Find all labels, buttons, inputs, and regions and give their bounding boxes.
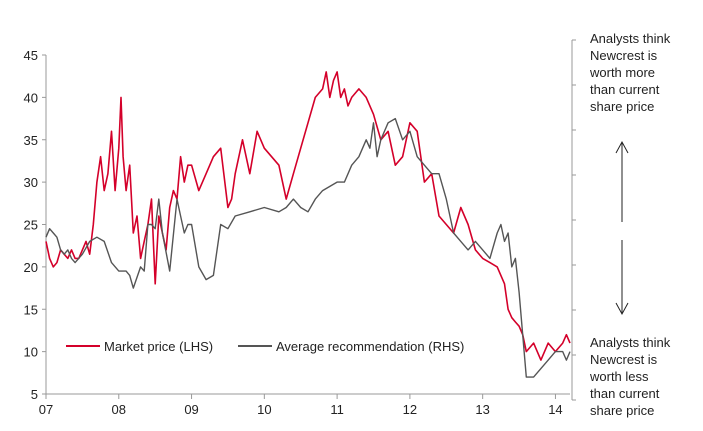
y-tick-label: 5 (31, 387, 38, 402)
x-tick-label: 12 (403, 402, 417, 417)
arrow-up (615, 140, 629, 222)
legend: Market price (LHS) Average recommendatio… (66, 339, 464, 354)
legend-label-average-recommendation: Average recommendation (RHS) (276, 339, 464, 354)
x-tick-label: 11 (330, 402, 344, 417)
series-line-average-recommendation (45, 117, 571, 378)
series-line-market-price (45, 71, 571, 361)
y-tick-label: 45 (24, 48, 38, 63)
right-axis-ticks (572, 39, 576, 401)
y-tick-label: 40 (24, 90, 38, 105)
y-axis: 5 10 15 20 25 30 35 40 45 (24, 48, 47, 402)
arrow-down (615, 240, 629, 316)
y-tick-label: 35 (24, 133, 38, 148)
annotation-bottom: Analysts think Newcrest is worth less th… (590, 335, 671, 418)
y-tick-label: 20 (24, 260, 38, 275)
y-tick-label: 25 (24, 218, 38, 233)
x-tick-label: 13 (475, 402, 489, 417)
x-tick-label: 10 (257, 402, 271, 417)
x-tick-label: 09 (184, 402, 198, 417)
series-layer (45, 71, 571, 378)
annotation-top: Analysts think Newcrest is worth more th… (590, 31, 671, 114)
legend-label-market-price: Market price (LHS) (104, 339, 213, 354)
x-tick-label: 08 (112, 402, 126, 417)
x-tick-label: 14 (548, 402, 562, 417)
y-tick-label: 30 (24, 175, 38, 190)
x-tick-label: 07 (39, 402, 53, 417)
x-axis: 07 08 09 10 11 12 13 14 (39, 393, 570, 417)
y-tick-label: 10 (24, 345, 38, 360)
y-tick-label: 15 (24, 302, 38, 317)
